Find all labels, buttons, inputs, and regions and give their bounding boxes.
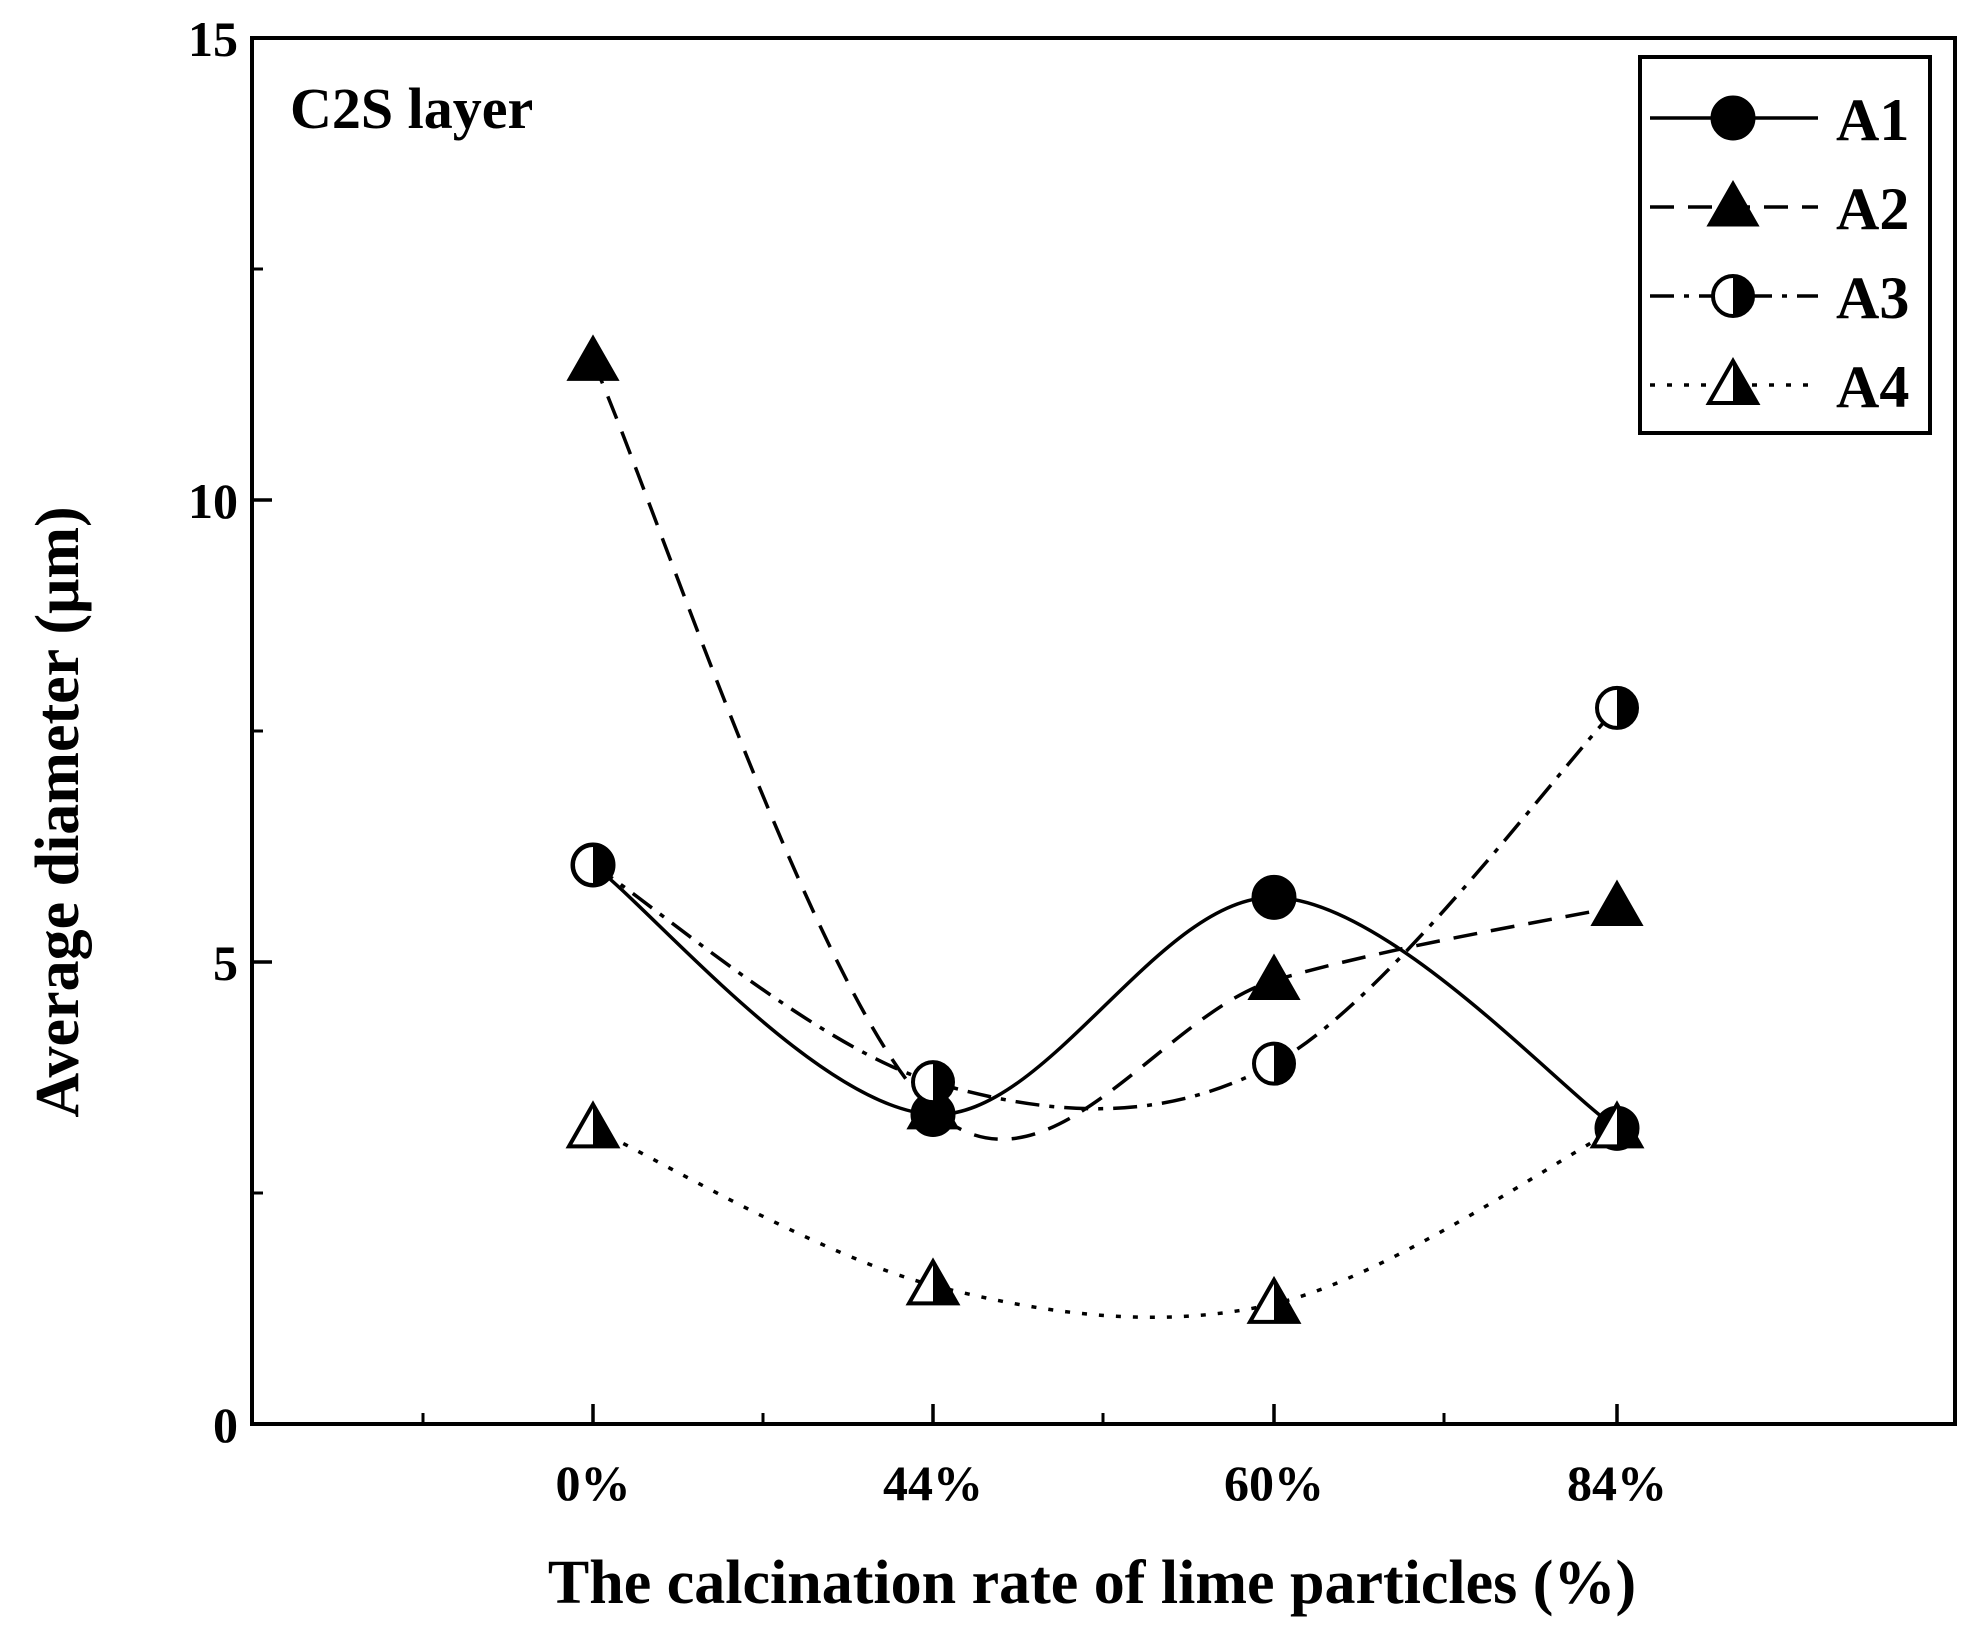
marker-shape [1590, 879, 1644, 927]
x-axis-label: The calcination rate of lime particles (… [548, 1549, 1636, 1617]
series-line [591, 360, 1618, 1141]
marker-half-fill [1733, 276, 1753, 316]
legend-item-a2: A2 [1650, 176, 1909, 242]
marker-half-fill [593, 844, 613, 885]
legend: A1 A2 A3 A4 [1638, 55, 1932, 435]
data-point [566, 334, 620, 381]
marker-half-fill [593, 1104, 617, 1147]
data-point [1251, 874, 1297, 920]
series-a3 [571, 685, 1639, 1111]
data-point [1252, 1041, 1296, 1086]
series-layer [565, 334, 1645, 1324]
legend-label: A2 [1836, 176, 1909, 242]
legend-marker [1711, 274, 1755, 318]
data-point [1589, 1100, 1645, 1149]
legend-item-a1: A1 [1650, 87, 1909, 153]
y-axis-label: Average diameter (μm) [24, 506, 92, 1117]
series-a2 [566, 334, 1644, 1141]
series-line [592, 1126, 1618, 1320]
series-line [591, 863, 1618, 1130]
marker-shape [1247, 953, 1301, 1000]
data-point [911, 1060, 955, 1105]
legend-label: A4 [1836, 354, 1909, 420]
data-point [1590, 879, 1644, 927]
y-tick-label: 0 [213, 1397, 238, 1453]
data-point [1246, 1275, 1302, 1324]
marker-shape [1710, 95, 1756, 141]
marker-half-fill [1617, 687, 1637, 728]
x-tick-label: 0% [556, 1455, 631, 1511]
marker-half-fill [1733, 361, 1757, 403]
series-a1 [570, 842, 1640, 1151]
legend-label: A3 [1836, 265, 1909, 331]
legend-label: A1 [1836, 87, 1909, 153]
x-tick-label: 44% [883, 1455, 983, 1511]
y-tick-label: 5 [213, 935, 238, 991]
data-point [1247, 953, 1301, 1000]
y-tick-label: 10 [188, 473, 238, 529]
y-tick-label: 15 [188, 11, 238, 67]
legend-item-a4: A4 [1650, 354, 1909, 420]
legend-marker [1710, 95, 1756, 141]
marker-half-fill [1274, 1279, 1298, 1322]
legend-item-a3: A3 [1650, 265, 1909, 331]
x-tick-label: 84% [1567, 1455, 1667, 1511]
series-a4 [565, 1100, 1645, 1324]
marker-shape [906, 1082, 960, 1130]
legend-marker [1706, 179, 1760, 227]
axes: 0 5 10 15 0% 44% 60% 84% [188, 11, 1957, 1511]
marker-shape [566, 334, 620, 381]
data-point [565, 1100, 621, 1149]
x-tick-label: 60% [1224, 1455, 1324, 1511]
data-point [1595, 685, 1639, 730]
marker-half-fill [933, 1062, 953, 1103]
marker-shape [1251, 874, 1297, 920]
data-point [571, 842, 615, 887]
marker-half-fill [1274, 1043, 1294, 1084]
data-point [905, 1257, 961, 1306]
marker-half-fill [1617, 1104, 1641, 1147]
legend-marker [1705, 356, 1761, 405]
marker-shape [1706, 179, 1760, 227]
marker-half-fill [933, 1261, 957, 1304]
chart-annotation: C2S layer [290, 76, 533, 141]
data-point [906, 1082, 960, 1130]
series-line [592, 706, 1619, 1111]
